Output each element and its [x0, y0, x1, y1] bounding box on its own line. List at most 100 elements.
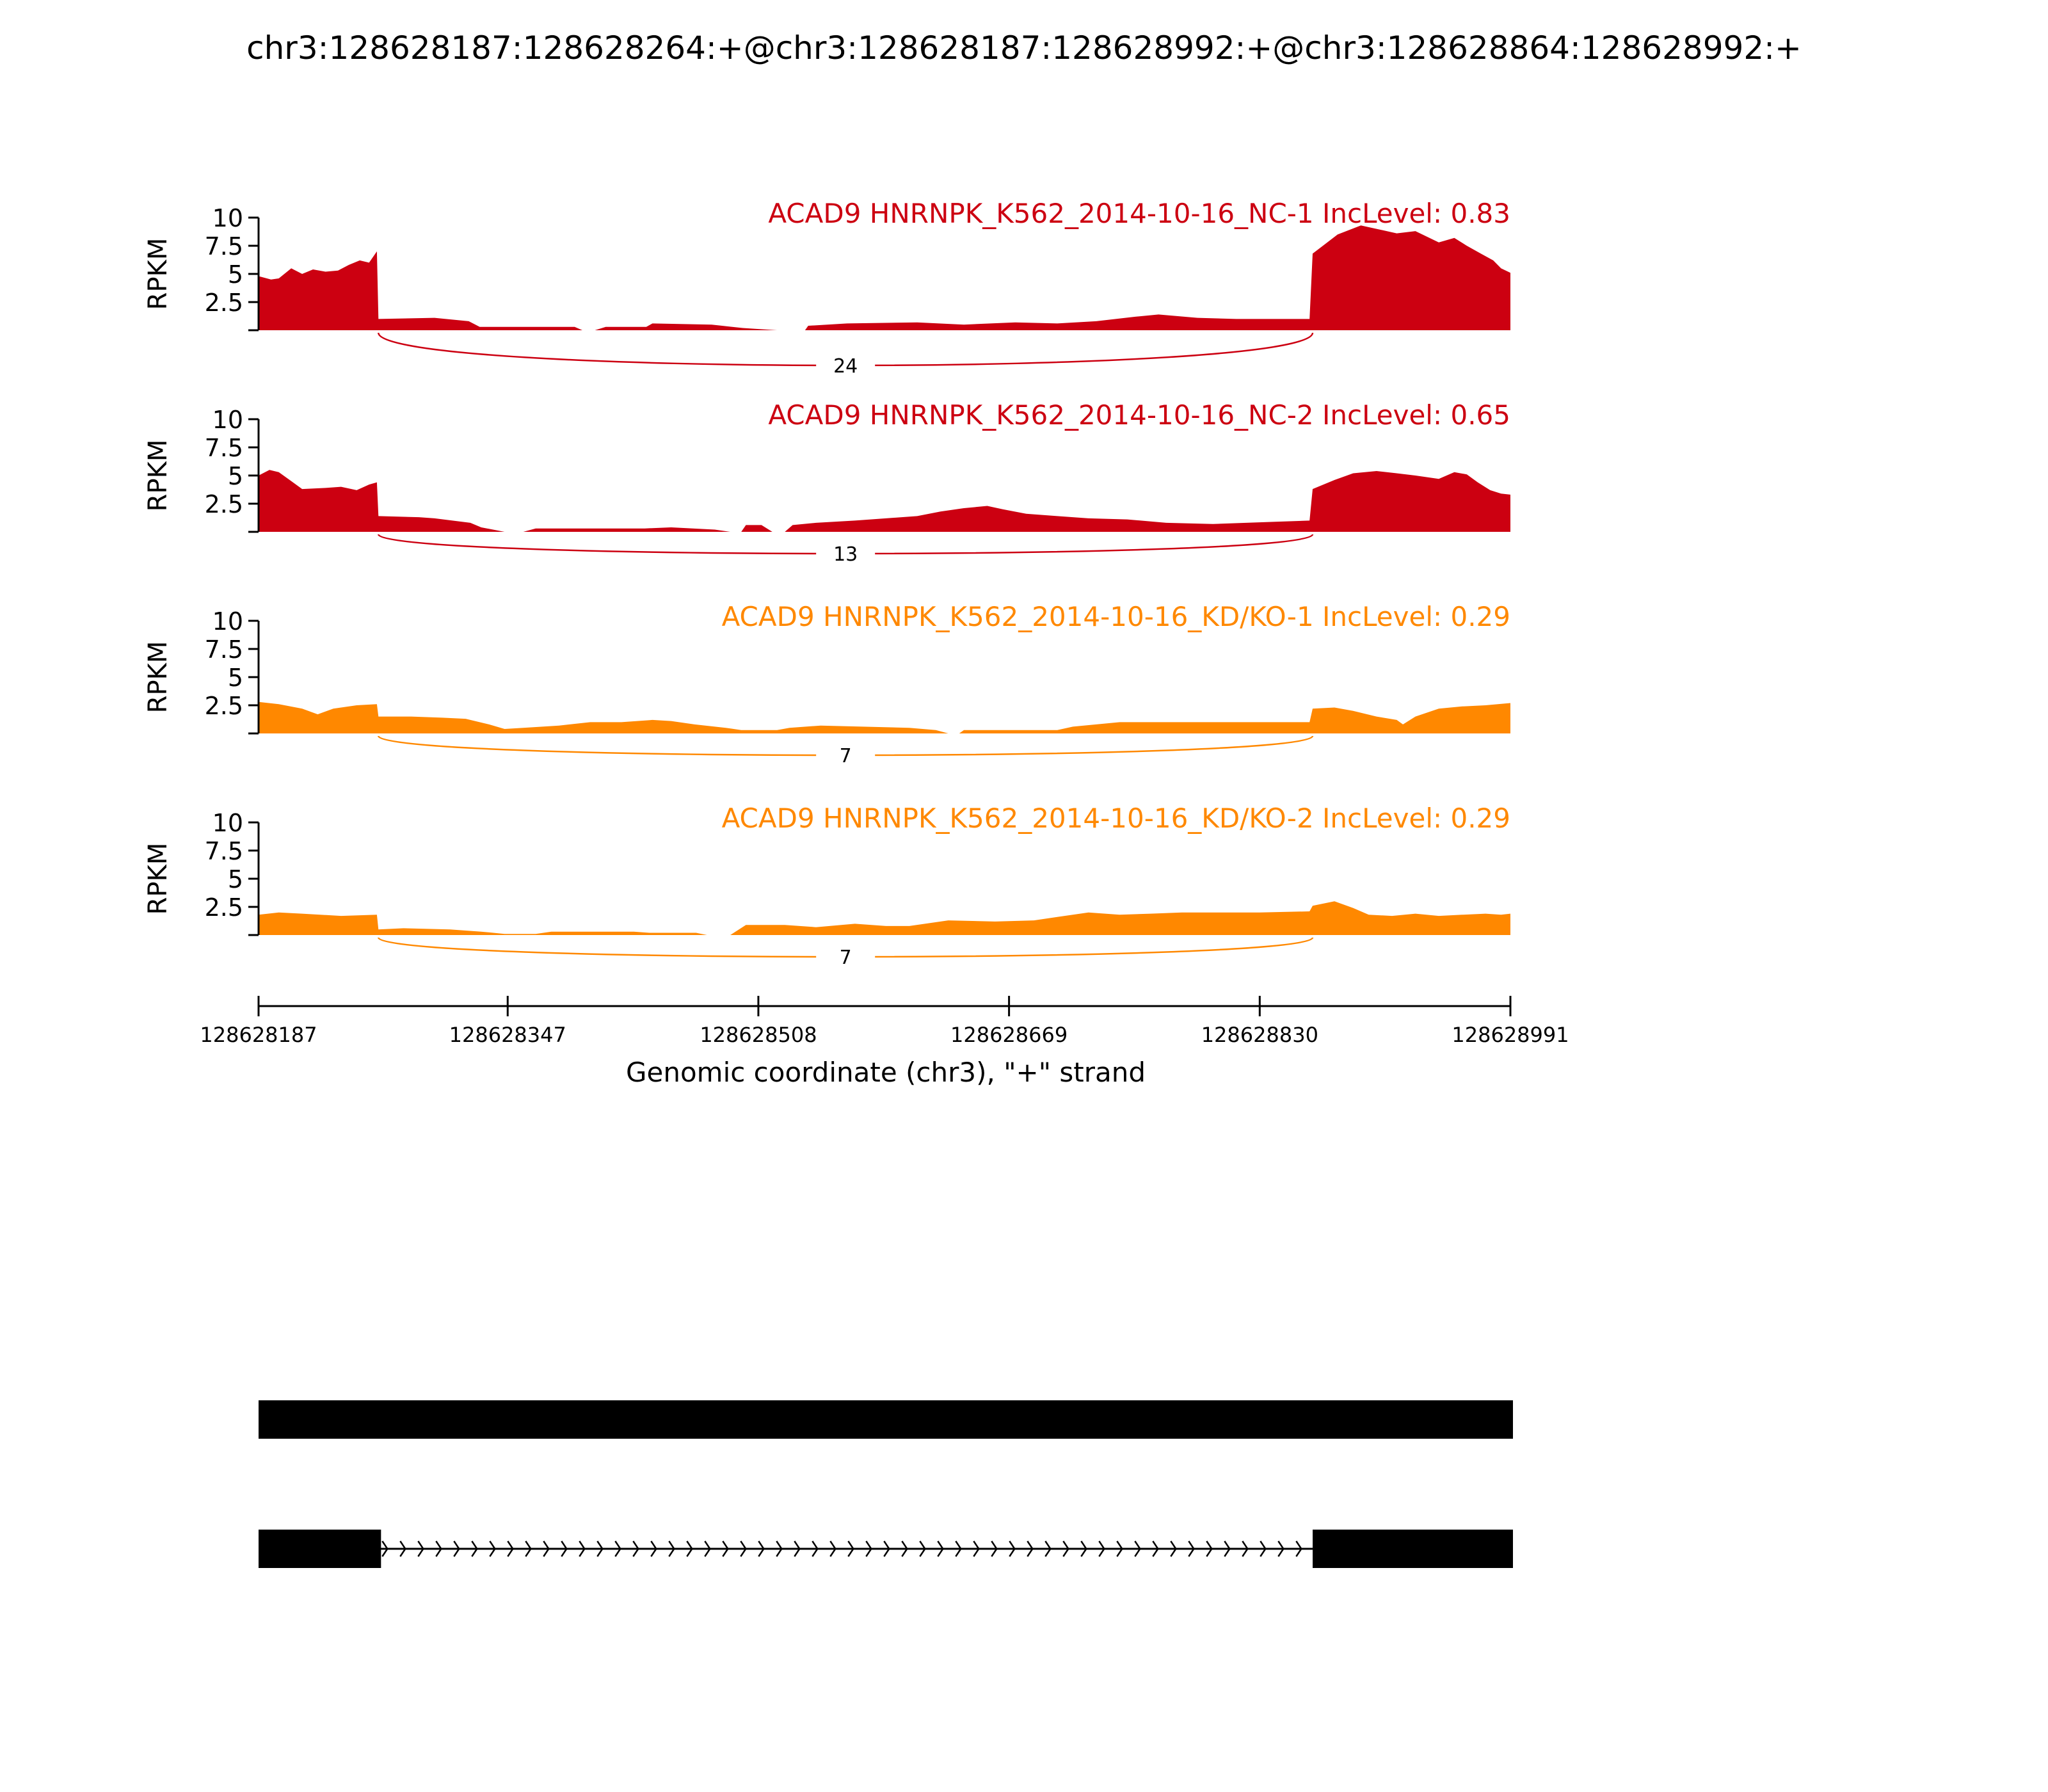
strand-arrow-icon	[614, 1540, 621, 1557]
strand-arrow-icon	[722, 1540, 729, 1557]
junction-count-bg	[816, 540, 876, 568]
y-tick-label: 7.5	[205, 636, 243, 664]
strand-arrow-icon	[1062, 1540, 1069, 1557]
strand-arrow-icon	[758, 1540, 765, 1557]
y-tick-label: 2.5	[205, 893, 243, 922]
y-tick-label: 10	[212, 607, 243, 636]
strand-arrow-icon	[471, 1540, 478, 1557]
x-axis: 128628187 128628347 128628508 128628669 1286…	[200, 996, 1569, 1047]
junction-count-bg	[816, 351, 876, 380]
strand-arrow-icon	[381, 1540, 388, 1557]
strand-arrow-icon	[668, 1540, 675, 1557]
y-tick-label: 7.5	[205, 837, 243, 865]
strand-arrow-icon	[812, 1540, 819, 1557]
coverage-area	[259, 901, 1510, 935]
strand-arrow-icon	[435, 1540, 442, 1557]
x-axis-label: Genomic coordinate (chr3), "+" strand	[626, 1057, 1146, 1088]
y-tick-label: 5	[228, 260, 243, 289]
coverage-panel: 2.557.510 RPKM ACAD9 HNRNPK_K562_2014-10-1…	[143, 601, 1510, 769]
strand-arrow-icon	[579, 1540, 586, 1557]
y-tick-label: 7.5	[205, 434, 243, 462]
x-tick-label: 128628991	[1452, 1023, 1569, 1047]
coverage-panel: 2.557.510 RPKM ACAD9 HNRNPK_K562_2014-10-1…	[143, 399, 1510, 568]
y-tick-label: 2.5	[205, 289, 243, 317]
coverage-area	[259, 225, 1510, 330]
strand-arrow-icon	[1188, 1540, 1195, 1557]
strand-arrow-icon	[883, 1540, 890, 1557]
x-tick-label: 128628187	[200, 1023, 317, 1047]
y-tick-label: 10	[212, 406, 243, 434]
strand-arrow-icon	[740, 1540, 747, 1557]
junction-count: 13	[833, 543, 858, 566]
x-tick-label: 128628347	[449, 1023, 566, 1047]
y-tick-label: 5	[228, 865, 243, 893]
strand-arrow-icon	[1116, 1540, 1123, 1557]
strand-arrow-icon	[1044, 1540, 1052, 1557]
junction-count: 7	[840, 745, 852, 767]
coverage-area	[259, 470, 1510, 532]
strand-arrow-icon	[1224, 1540, 1231, 1557]
strand-arrow-icon	[937, 1540, 944, 1557]
strand-arrow-icon	[1242, 1540, 1249, 1557]
strand-arrow-icon	[507, 1540, 514, 1557]
x-tick-label: 128628669	[950, 1023, 1068, 1047]
exon-block	[259, 1400, 1513, 1439]
isoform	[259, 1400, 1513, 1439]
sample-label: ACAD9 HNRNPK_K562_2014-10-16_KD/KO-2 Inc…	[722, 803, 1510, 834]
strand-arrow-icon	[632, 1540, 639, 1557]
strand-arrow-icon	[1206, 1540, 1213, 1557]
exon-block	[259, 1530, 381, 1568]
junction-count-bg	[816, 943, 876, 971]
strand-arrow-icon	[901, 1540, 908, 1557]
strand-arrow-icon	[1027, 1540, 1034, 1557]
sample-label: ACAD9 HNRNPK_K562_2014-10-16_NC-2 IncLev…	[768, 399, 1510, 431]
y-tick-label: 10	[212, 809, 243, 837]
figure-title: chr3:128628187:128628264:+@chr3:12862818…	[246, 29, 1802, 67]
strand-arrow-icon	[543, 1540, 550, 1557]
strand-arrow-icon	[704, 1540, 711, 1557]
y-tick-label: 2.5	[205, 692, 243, 720]
exon-block	[1313, 1530, 1513, 1568]
strand-arrow-icon	[561, 1540, 568, 1557]
strand-arrow-icon	[596, 1540, 604, 1557]
strand-arrow-icon	[417, 1540, 424, 1557]
coverage-panel: 2.557.510 RPKM ACAD9 HNRNPK_K562_2014-10-1…	[143, 198, 1510, 380]
y-axis-label: RPKM	[143, 440, 173, 512]
strand-arrow-icon	[399, 1540, 406, 1557]
strand-arrow-icon	[1152, 1540, 1159, 1557]
strand-arrow-icon	[1260, 1540, 1267, 1557]
strand-arrow-icon	[776, 1540, 783, 1557]
y-axis-label: RPKM	[143, 641, 173, 714]
strand-arrow-icon	[794, 1540, 801, 1557]
coverage-panel: 2.557.510 RPKM ACAD9 HNRNPK_K562_2014-10-1…	[143, 803, 1510, 971]
coverage-area	[259, 701, 1510, 733]
strand-arrow-icon	[991, 1540, 998, 1557]
strand-arrow-icon	[1009, 1540, 1016, 1557]
junction-count: 24	[833, 355, 858, 378]
strand-arrow-icon	[650, 1540, 657, 1557]
strand-arrow-icon	[955, 1540, 962, 1557]
strand-arrow-icon	[973, 1540, 980, 1557]
strand-arrow-icon	[1277, 1540, 1284, 1557]
strand-arrow-icon	[453, 1540, 460, 1557]
gene-model-track	[259, 1400, 1513, 1568]
strand-arrow-icon	[1170, 1540, 1177, 1557]
strand-arrow-icon	[525, 1540, 532, 1557]
strand-arrow-icon	[919, 1540, 926, 1557]
y-tick-label: 10	[212, 204, 243, 232]
strand-arrow-icon	[1098, 1540, 1105, 1557]
sample-label: ACAD9 HNRNPK_K562_2014-10-16_NC-1 IncLev…	[768, 198, 1510, 229]
strand-arrow-icon	[1295, 1540, 1302, 1557]
y-tick-label: 5	[228, 664, 243, 692]
strand-arrow-icon	[829, 1540, 836, 1557]
strand-arrow-icon	[865, 1540, 872, 1557]
y-axis-label: RPKM	[143, 238, 173, 310]
strand-arrow-icon	[489, 1540, 496, 1557]
y-tick-label: 2.5	[205, 490, 243, 518]
isoform	[259, 1530, 1513, 1568]
y-tick-label: 5	[228, 462, 243, 490]
junction-count: 7	[840, 947, 852, 969]
sample-label: ACAD9 HNRNPK_K562_2014-10-16_KD/KO-1 Inc…	[722, 601, 1510, 632]
y-axis-label: RPKM	[143, 843, 173, 915]
